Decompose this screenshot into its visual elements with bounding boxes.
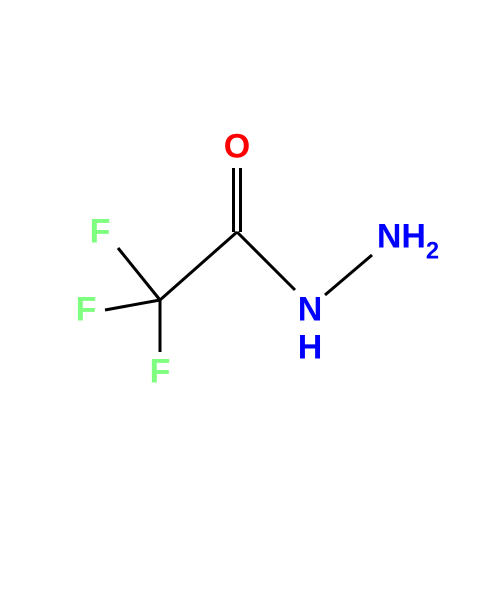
atom-fluorine-1-label: F bbox=[90, 213, 111, 251]
atom-nitrogen-nh2: NH2 bbox=[377, 218, 439, 263]
atom-nitrogen-nh2-label: NH bbox=[377, 218, 426, 256]
atom-fluorine-2-label: F bbox=[76, 291, 97, 329]
atom-nh-hydrogen: H bbox=[298, 329, 323, 368]
atom-nitrogen-nh: N bbox=[298, 291, 323, 330]
atom-oxygen-label: O bbox=[224, 128, 250, 166]
atom-fluorine-3-label: F bbox=[150, 353, 171, 391]
atom-fluorine-1: F bbox=[90, 213, 111, 252]
atom-fluorine-3: F bbox=[150, 353, 171, 392]
atom-nh-hydrogen-label: H bbox=[298, 329, 323, 367]
atom-nitrogen-nh2-sub: 2 bbox=[426, 238, 439, 265]
atom-fluorine-2: F bbox=[76, 291, 97, 330]
atom-oxygen: O bbox=[224, 128, 250, 167]
molecule-diagram: O F F F N H NH2 bbox=[0, 0, 500, 600]
atom-nitrogen-nh-label: N bbox=[298, 291, 323, 329]
